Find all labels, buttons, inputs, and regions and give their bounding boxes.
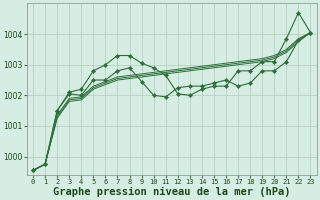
X-axis label: Graphe pression niveau de la mer (hPa): Graphe pression niveau de la mer (hPa) <box>53 186 291 197</box>
